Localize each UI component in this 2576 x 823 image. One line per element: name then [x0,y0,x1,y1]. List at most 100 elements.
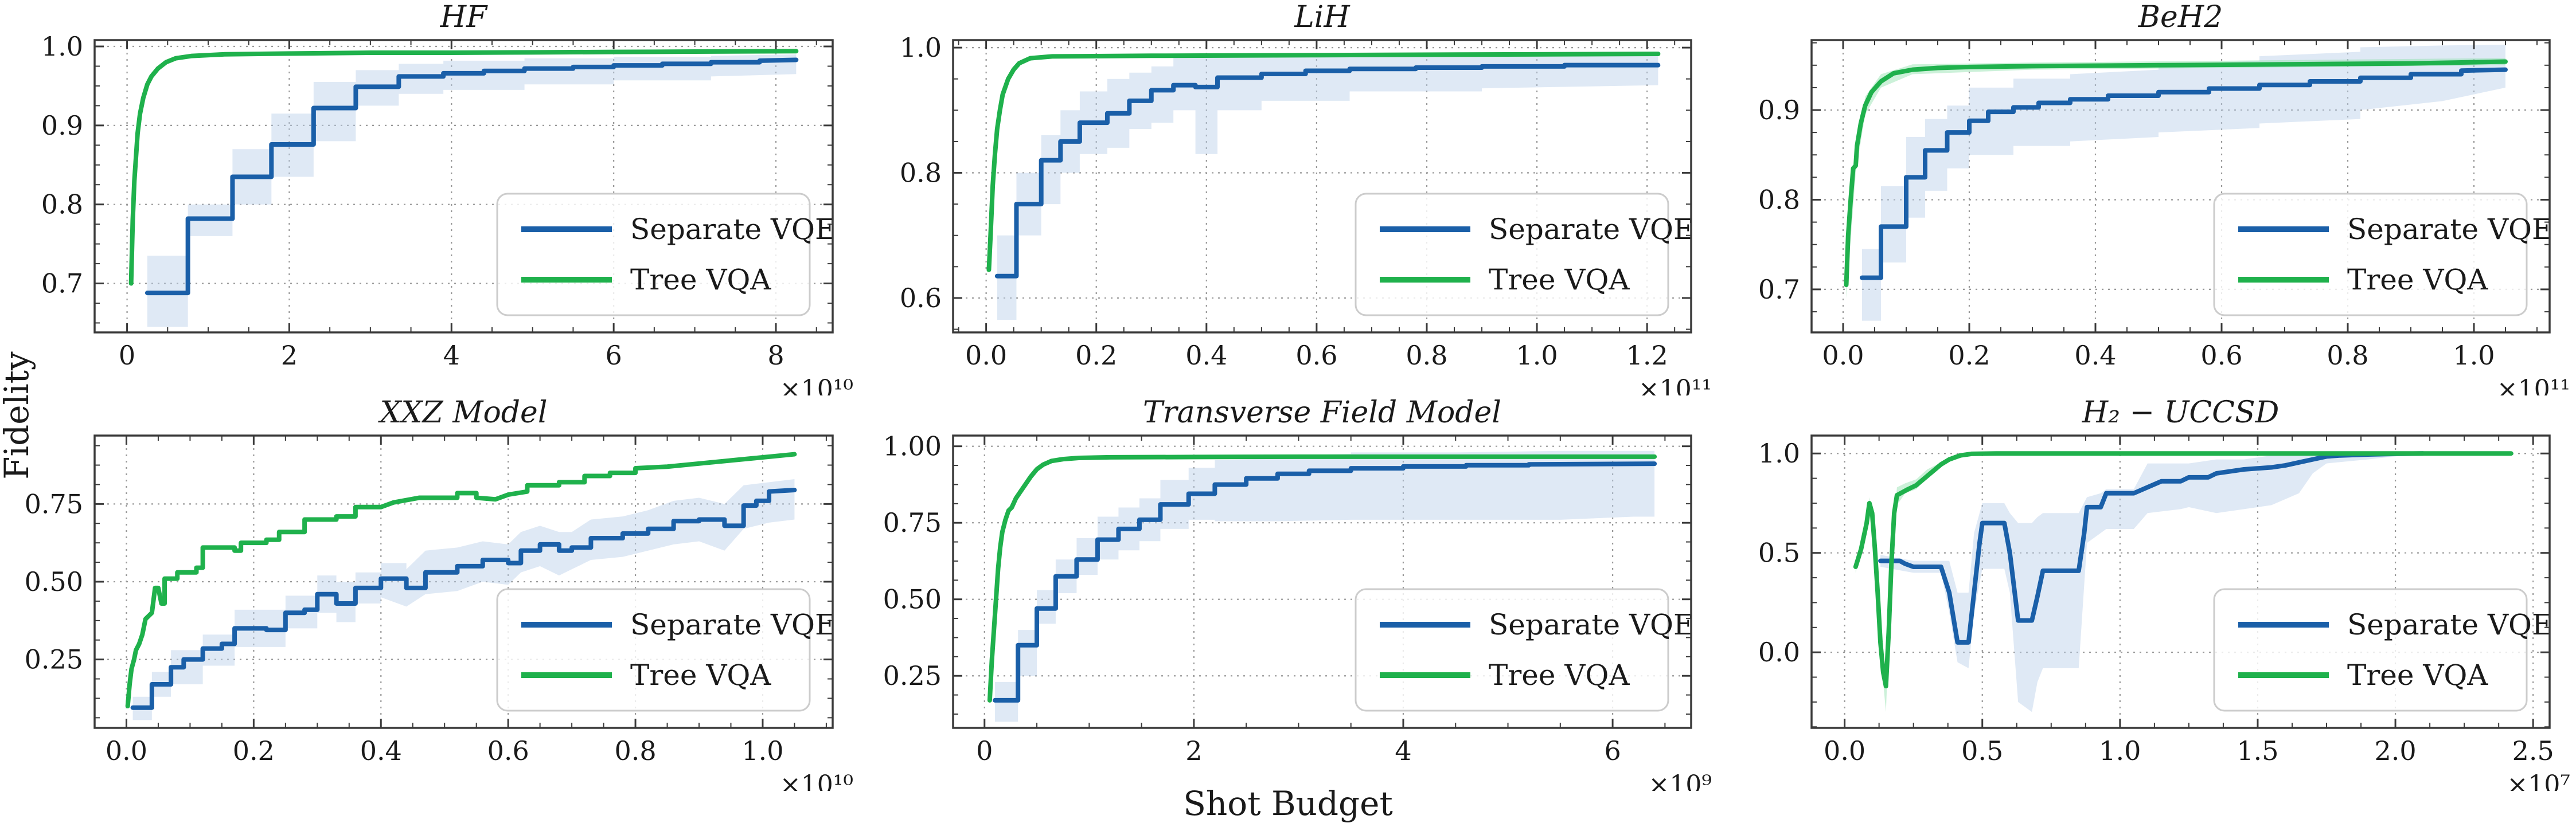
y-tick-label: 0.75 [25,488,83,519]
x-tick-label: 0.6 [1295,340,1337,371]
y-tick-label: 0.7 [1758,274,1800,305]
x-tick-label: 0.4 [2074,340,2116,371]
y-tick-label: 0.50 [883,584,942,615]
x-tick-label: 2 [281,340,298,371]
y-tick-label: 1.0 [41,32,83,62]
legend-box [496,588,811,712]
x-tick-label: 0.0 [106,735,147,766]
x-tick-label: 0.8 [2327,340,2368,371]
y-tick-label: 1.0 [900,32,942,63]
tree-vqa-line [986,52,1661,272]
series-group [128,49,799,327]
x-tick-label: 0.2 [1075,340,1117,371]
chart-title-h2-uccsd: H₂ − UCCSD [2082,395,2280,430]
chart-title-lih: LiH [1294,0,1350,34]
chart-canvas: 0.0 0.5 1.0 1.5 2.0 2.50.00.51.0×10⁷Separate … [1758,434,2570,800]
x-tick-label: 1.5 [2237,735,2278,766]
gridlines [953,436,1691,728]
chart-title-beh2: BeH2 [2138,0,2223,34]
y-tick-label: 1.0 [1758,438,1800,469]
subplot-h2-uccsd: H₂ − UCCSD 0.0 0.5 1.0 1.5 2.0 2.5 0.0 0.5 1.0 ×1… [1717,395,2575,800]
legend: Separate VQE Tree VQA [2213,588,2553,712]
confidence-band [1880,453,2423,712]
y-tick-label: 0.50 [25,566,83,597]
x-tick-label: 0.8 [1406,340,1447,371]
separate-vqe-line [145,57,799,296]
y-tick-label: 0.9 [41,110,83,141]
plot-area-xxz: 0.0 0.2 0.4 0.6 0.8 1.0 0.25 0.50 0.75 ×10¹⁰ Separ… [0,428,858,800]
confidence-band [1862,44,2505,321]
x-tick-label: 1.0 [2453,340,2495,371]
y-tick-label: 0.5 [1758,538,1800,569]
x-tick-label: 1.2 [1626,340,1668,371]
series-group [986,52,1661,320]
legend-box [2213,193,2528,316]
legend-label-separate-vqe: Separate VQE [1489,213,1695,246]
legend-label-separate-vqe: Separate VQE [2347,608,2553,641]
legend-label-tree-vqa: Tree VQA [1489,659,1630,692]
series-group [1844,44,2508,321]
chart-grid: HF 0 2 4 6 8 0.7 0.8 0.9 1.0 ×10¹⁰ Separate VQE Tre… [0,0,2575,800]
x-tick-label: 8 [767,340,784,371]
separate-vqe-line [130,487,797,710]
series-group [1853,451,2513,712]
axes-frame [1810,434,2551,729]
x-axis-label: Shot Budget [1183,784,1393,823]
axes-frame [1810,39,2551,334]
x-tick-label: 0.0 [1822,340,1864,371]
x-tick-label: 0 [976,735,993,766]
legend-label-tree-vqa: Tree VQA [2347,263,2488,296]
chart-canvas: 0.0 0.2 0.4 0.6 0.8 1.00.250.500.75×10¹⁰Separ… [25,434,853,800]
confidence-band [132,479,795,720]
tree-vqa-line [1853,451,2513,689]
legend-label-tree-vqa: Tree VQA [2347,659,2488,692]
plot-area-beh2: 0.0 0.2 0.4 0.6 0.8 1.0 0.7 0.8 0.9 ×10¹¹ Separate… [1717,32,2575,404]
legend: Separate VQE Tree VQA [496,193,836,316]
axes-frame [952,434,1692,729]
x-tick-label: 0.2 [233,735,275,766]
subplot-transverse-field: Transverse Field Model 0 2 4 6 0.25 0.50 0.75 1… [858,395,1717,800]
y-axis-label: Fidelity [0,351,36,480]
y-tick-label: 0.8 [41,189,83,220]
y-tick-label: 0.7 [41,268,83,299]
legend-label-separate-vqe: Separate VQE [630,213,836,246]
chart-title-xxz: XXZ Model [380,395,548,430]
x-tick-label: 4 [443,340,460,371]
subplot-xxz: XXZ Model 0.0 0.2 0.4 0.6 0.8 1.0 0.25 0.50 0.75… [0,395,858,800]
y-tick-label: 0.8 [1758,184,1800,215]
x-tick-label: 0.2 [1948,340,1990,371]
x-tick-label: 2 [1185,735,1202,766]
y-tick-label: 0.25 [883,660,942,691]
x-tick-label: 2.0 [2374,735,2416,766]
axes-frame [93,434,834,729]
y-tick-label: 1.00 [883,431,942,462]
tree-vqa-line [987,454,1657,703]
y-tick-label: 0.75 [883,507,942,538]
plot-area-lih: 0.0 0.2 0.4 0.6 0.8 1.0 1.2 0.6 0.8 1.0 ×10¹¹ Separ… [858,32,1717,404]
legend-label-separate-vqe: Separate VQE [2347,213,2553,246]
x-tick-label: 0.4 [1185,340,1227,371]
tree-vqa-line [128,49,799,286]
y-tick-label: 0.9 [1758,95,1800,126]
plot-area-hf: 0 2 4 6 8 0.7 0.8 0.9 1.0 ×10¹⁰ Separate VQE Tree V… [0,31,858,404]
x-tick-label: 0 [119,340,135,371]
subplot-hf: HF 0 2 4 6 8 0.7 0.8 0.9 1.0 ×10¹⁰ Separate VQE Tre… [0,0,858,404]
tick-marks [1812,40,2550,332]
gridlines [1812,436,2550,728]
x-tick-label: 0.4 [360,735,402,766]
legend: Separate VQE Tree VQA [2213,193,2553,316]
separate-vqe-line [1878,451,2426,645]
x-tick-label: 0.0 [1824,735,1865,766]
plot-area-transverse-field: 0 2 4 6 0.25 0.50 0.75 1.00 ×10⁹ Separate VQE Tree… [858,428,1717,800]
separate-vqe-line [994,62,1661,279]
x-axis-multiplier: ×10¹¹ [1638,375,1712,395]
legend: Separate VQE Tree VQA [1355,193,1695,316]
tick-marks [1812,436,2550,728]
x-axis-multiplier: ×10¹⁰ [780,375,853,395]
confidence-band [997,54,1658,320]
x-tick-label: 0.0 [965,340,1007,371]
tree-vqa-line [1844,59,2508,288]
legend: Separate VQE Tree VQA [1355,588,1695,712]
tree-vqa-line [125,452,797,709]
x-tick-label: 0.6 [487,735,529,766]
